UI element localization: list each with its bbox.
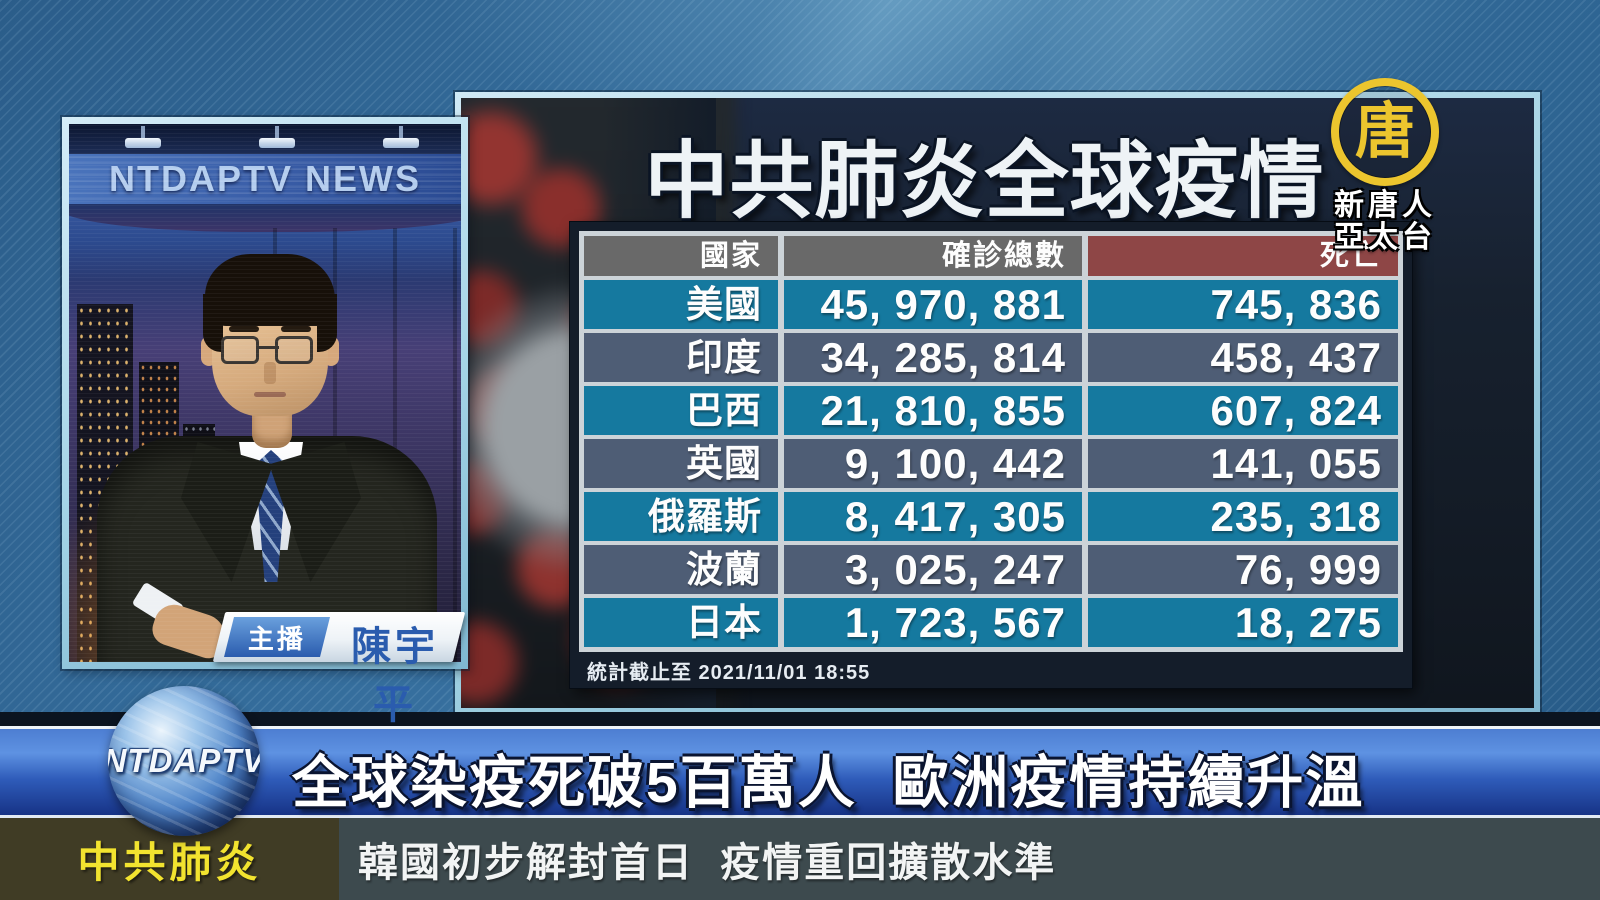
studio-screen: NTDAPTV NEWS [69,152,461,206]
station-name-line2: 亞太台 [1334,221,1436,254]
country-name: 俄羅斯 [584,492,778,541]
confirmed-count: 34, 285, 814 [784,333,1082,382]
column-header-confirmed: 確診總數 [784,236,1082,276]
death-count: 76, 999 [1088,545,1398,594]
tang-emblem-icon: 唐 [1331,78,1439,186]
anchor-mouth [254,392,286,397]
anchor-video: NTDAPTV NEWS [69,124,461,662]
ceiling-light-icon [259,126,295,148]
ceiling-light-icon [125,126,161,148]
table-row-uk: 英國 9, 100, 442 141, 055 [584,439,1398,488]
anchor-role-label: 主播 [247,623,306,654]
death-count: 141, 055 [1088,439,1398,488]
anchor-nose [264,362,276,384]
ceiling-light-icon [383,126,419,148]
ticker-headline-text: 韓國初步解封首日 疫情重回擴散水準 [358,841,1057,885]
table-row-russia: 俄羅斯 8, 417, 305 235, 318 [584,492,1398,541]
anchor-role-tag: 主播 [224,617,330,657]
column-header-country: 國家 [584,236,778,276]
table-footnote-timestamp: 統計截止至 2021/11/01 18:55 [587,661,871,684]
death-count: 18, 275 [1088,598,1398,647]
table-row-india: 印度 34, 285, 814 458, 437 [584,333,1398,382]
anchor-name: 陳宇平 [351,625,439,727]
country-name: 印度 [584,333,778,382]
ntdaptv-globe-icon: NTDAPTV [108,686,260,836]
confirmed-count: 45, 970, 881 [784,280,1082,329]
table-row-brazil: 巴西 21, 810, 855 607, 824 [584,386,1398,435]
death-count: 235, 318 [1088,492,1398,541]
confirmed-count: 1, 723, 567 [784,598,1082,647]
news-ticker: 中共肺炎 韓國初步解封首日 疫情重回擴散水準 [0,818,1600,900]
country-name: 波蘭 [584,545,778,594]
anchor-face [203,254,337,416]
death-count: 607, 824 [1088,386,1398,435]
glasses-lens [221,336,259,364]
anchor-eyebrow [281,326,311,332]
globe-station-text: NTDAPTV [108,742,260,779]
anchor-video-frame: NTDAPTV NEWS [62,117,468,669]
death-count: 458, 437 [1088,333,1398,382]
anchor-hair [203,254,337,352]
country-name: 英國 [584,439,778,488]
table-row-japan: 日本 1, 723, 567 18, 275 [584,598,1398,647]
anchor-eyebrow [229,326,259,332]
station-logo: 唐 新唐人 亞太台 [1323,78,1447,254]
confirmed-count: 21, 810, 855 [784,386,1082,435]
tang-character: 唐 [1355,98,1415,165]
station-name: 新唐人 亞太台 [1323,190,1447,254]
column-header-deaths: 死亡 [1088,236,1398,276]
infographic-panel-body: 中共肺炎全球疫情 國家 確診總數 死亡 美國 45, 970, 881 745,… [461,98,1534,708]
studio-ceiling [69,124,461,154]
country-name: 美國 [584,280,778,329]
news-anchor [69,124,461,662]
country-name: 巴西 [584,386,778,435]
covid-statistics-table: 國家 確診總數 死亡 美國 45, 970, 881 745, 836 印度 3… [570,222,1412,688]
glasses-bridge [257,346,279,349]
headline-banner: 全球染疫死破5百萬人 歐洲疫情持續升溫 [0,726,1600,818]
banner-top-shadow-band [0,712,1600,728]
anchor-name-badge: 主播 陳宇平 [212,612,466,727]
station-name-line1: 新唐人 [1334,189,1436,222]
confirmed-count: 9, 100, 442 [784,439,1082,488]
infographic-panel: 中共肺炎全球疫情 國家 確診總數 死亡 美國 45, 970, 881 745,… [455,92,1540,714]
table-row-poland: 波蘭 3, 025, 247 76, 999 [584,545,1398,594]
table-inner-border: 國家 確診總數 死亡 美國 45, 970, 881 745, 836 印度 3… [579,231,1403,652]
headline-text: 全球染疫死破5百萬人 歐洲疫情持續升溫 [292,751,1365,815]
confirmed-count: 3, 025, 247 [784,545,1082,594]
confirmed-count: 8, 417, 305 [784,492,1082,541]
country-name: 日本 [584,598,778,647]
death-count: 745, 836 [1088,280,1398,329]
table-header-row: 國家 確診總數 死亡 [584,236,1398,276]
infographic-title: 中共肺炎全球疫情 [644,134,1325,228]
table-row-usa: 美國 45, 970, 881 745, 836 [584,280,1398,329]
glasses-lens [275,336,313,364]
